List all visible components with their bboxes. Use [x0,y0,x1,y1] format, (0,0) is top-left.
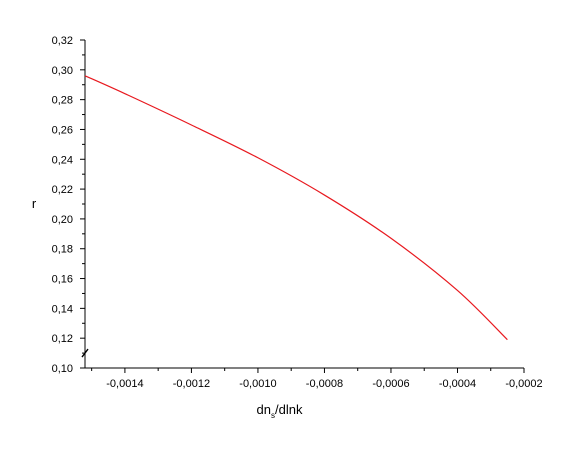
series-line [84,75,508,341]
x-tick-label: -0,0004 [439,378,476,390]
y-axis-title: r [32,196,37,211]
x-tick-label: -0,0010 [239,378,276,390]
y-tick-label: 0,26 [52,124,73,136]
y-tick-label: 0,14 [52,303,73,315]
x-tick-label: -0,0012 [173,378,210,390]
y-tick-label: 0,10 [52,363,73,375]
y-axis: 0,10 0,12 0,14 0,16 0,18 0,20 0,22 0,24 0,26 0,28… [52,35,89,375]
series-group [84,75,508,341]
y-tick-label: 0,18 [52,244,73,256]
x-tick-label: -0,0002 [505,378,542,390]
x-tick-label: -0,0008 [306,378,343,390]
y-tick-label: 0,30 [52,65,73,77]
x-axis-title: dns/dlnk [257,402,303,420]
y-tick-label: 0,28 [52,95,73,107]
axis-labels: dns/dlnk r [32,196,303,420]
y-tick-label: 0,22 [52,184,73,196]
y-tick-label: 0,20 [52,214,73,226]
x-tick-label: -0,0014 [106,378,143,390]
y-axis-break [81,348,89,358]
y-tick-label: 0,24 [52,154,73,166]
y-tick-label: 0,16 [52,274,73,286]
y-tick-label: 0,32 [52,35,73,47]
y-tick-label: 0,12 [52,333,73,345]
x-tick-label: -0,0006 [372,378,409,390]
x-axis: -0,0014 -0,0012 -0,0010 -0,0008 -0,0006 -0,00… [85,367,543,390]
